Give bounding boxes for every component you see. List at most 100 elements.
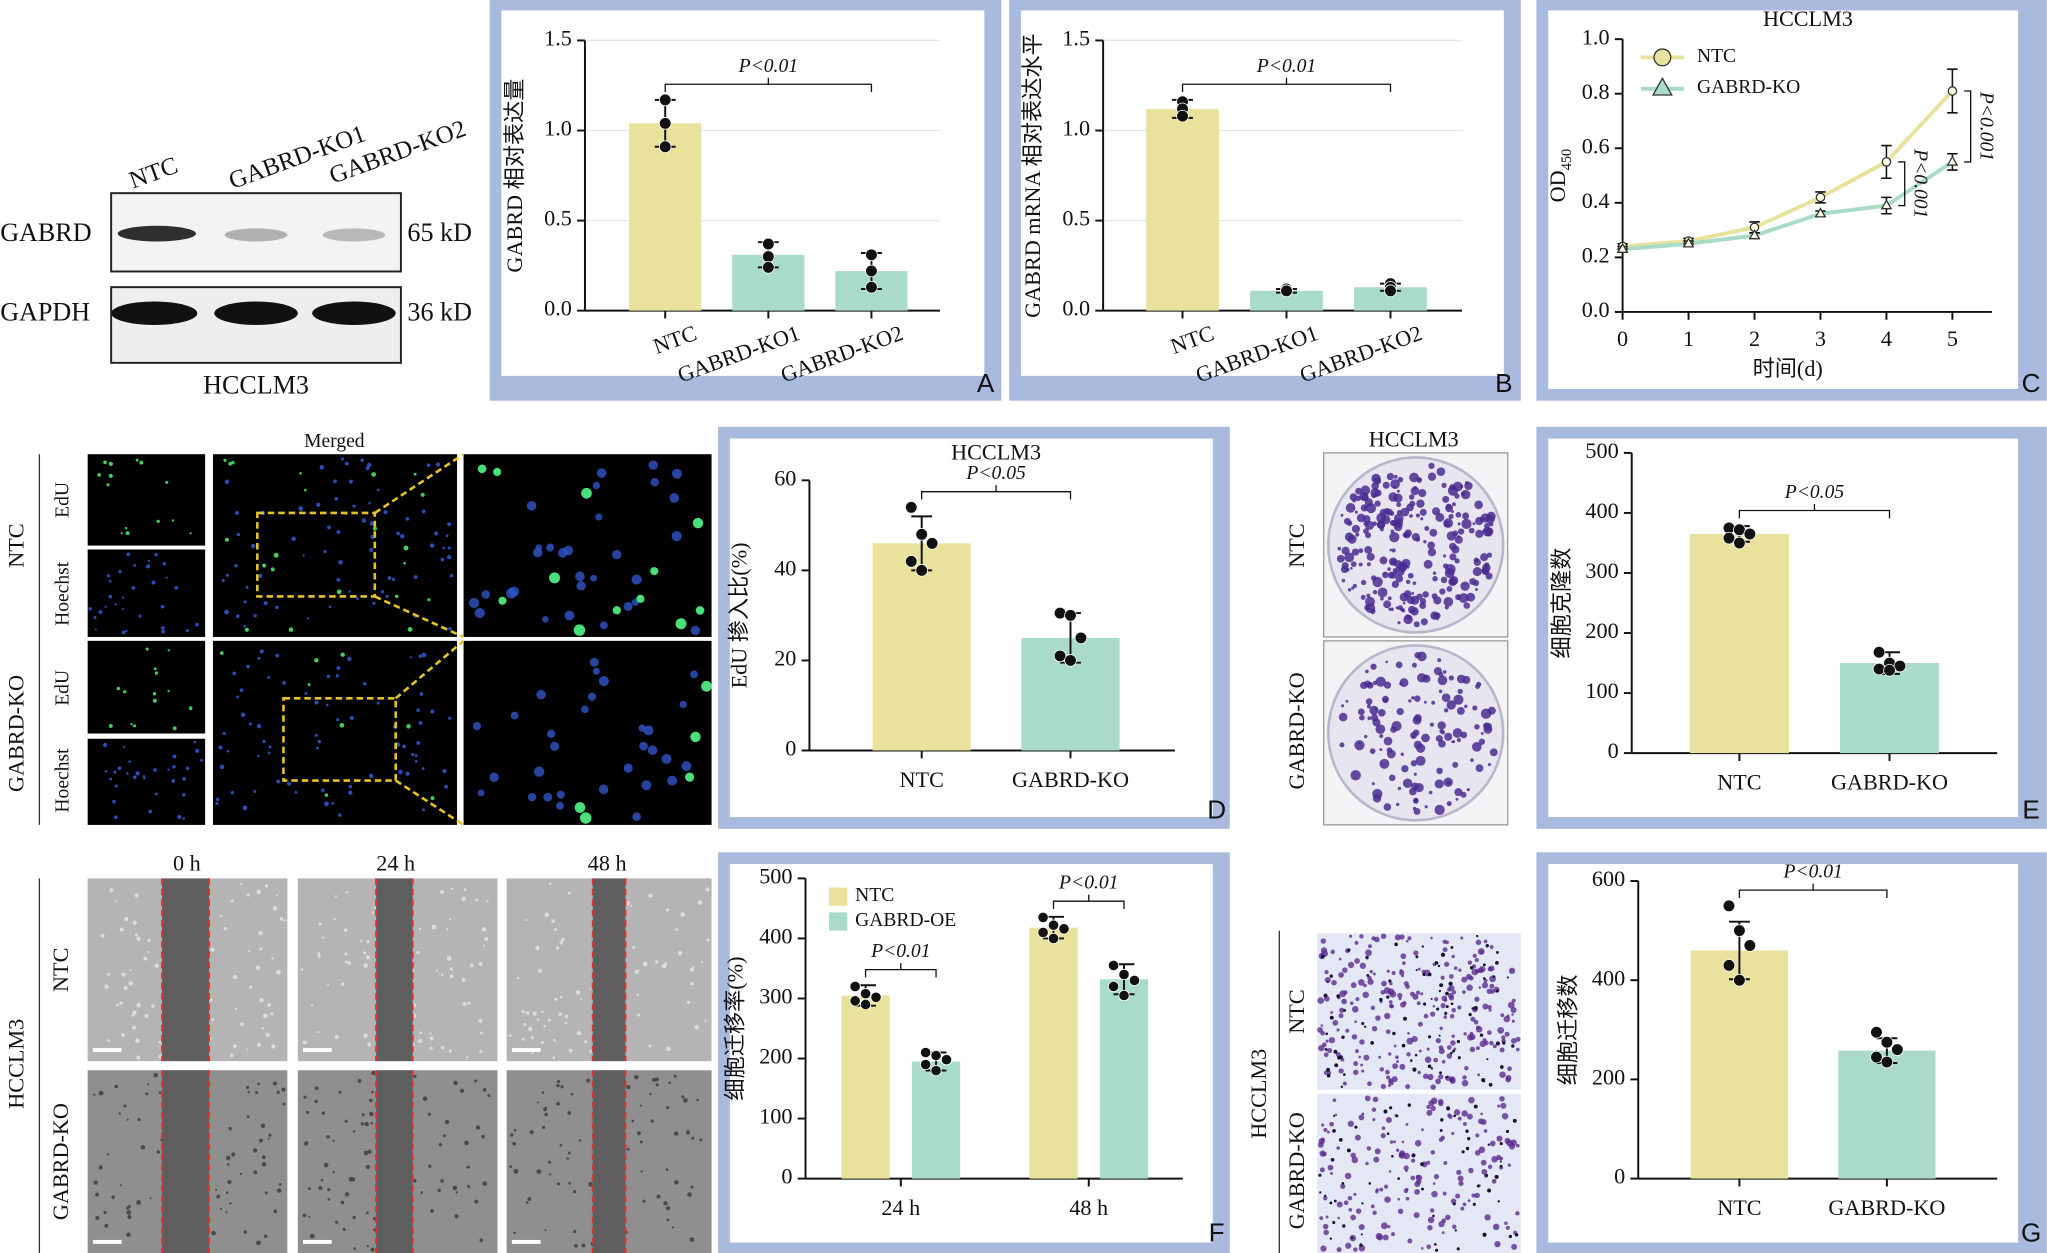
cell-dot xyxy=(135,458,139,462)
texture-dot xyxy=(364,1121,369,1127)
nucleus xyxy=(650,477,659,487)
cell-dot xyxy=(1400,953,1407,960)
cell-dot xyxy=(317,739,322,744)
cell-dot xyxy=(128,760,131,764)
x-tick-label: 24 h xyxy=(881,1195,920,1220)
group-label: NTC xyxy=(1284,989,1309,1033)
texture-dot xyxy=(671,1226,674,1229)
cell-dot xyxy=(1383,1184,1389,1189)
cell-dot xyxy=(1452,990,1457,995)
cell-dot xyxy=(1478,1146,1486,1154)
cell-dot xyxy=(236,695,240,699)
pore-dot xyxy=(1329,974,1333,978)
cell-dot xyxy=(1476,1046,1480,1051)
cell-dot xyxy=(372,526,378,531)
y-tick-label: 100 xyxy=(759,1104,792,1129)
panel-letter: C xyxy=(2022,368,2041,398)
pore-dot xyxy=(1432,1214,1435,1218)
cell-dot xyxy=(1505,1074,1512,1081)
colony xyxy=(1411,696,1415,700)
texture-dot xyxy=(229,1202,232,1205)
texture-dot xyxy=(271,957,274,960)
nucleus xyxy=(533,766,545,777)
cell-dot xyxy=(405,771,410,776)
pore-dot xyxy=(1354,1125,1358,1129)
cell-dot xyxy=(383,510,388,515)
cell-dot xyxy=(1393,1140,1397,1144)
colony xyxy=(1440,576,1448,584)
y-tick-label: 0.8 xyxy=(1582,79,1610,104)
cell-dot xyxy=(1345,1242,1352,1249)
texture-dot xyxy=(226,1155,231,1161)
cell-dot xyxy=(1379,1187,1384,1192)
colony xyxy=(1428,462,1435,469)
cell-dot xyxy=(1324,970,1329,975)
cell-dot xyxy=(348,790,353,795)
blot-band xyxy=(224,228,288,242)
colony xyxy=(1448,675,1454,681)
texture-dot xyxy=(575,990,581,995)
data-point xyxy=(904,555,918,568)
cell-dot xyxy=(1423,1013,1429,1019)
colony xyxy=(1366,704,1371,709)
texture-dot xyxy=(247,1090,250,1094)
texture-dot xyxy=(209,998,213,1002)
cell-dot xyxy=(1426,1047,1430,1051)
cell-dot xyxy=(1320,1024,1324,1027)
pore-dot xyxy=(1412,1067,1417,1072)
cell-dot xyxy=(1467,1034,1474,1041)
cell-dot xyxy=(148,809,153,814)
colony xyxy=(1427,541,1435,550)
colony xyxy=(1401,765,1409,773)
texture-dot xyxy=(685,1130,691,1135)
pore-dot xyxy=(1350,1236,1354,1240)
colony xyxy=(1443,597,1454,607)
pore-dot xyxy=(1473,1104,1478,1109)
cell-dot xyxy=(1515,1047,1520,1052)
data-point xyxy=(1037,926,1049,939)
colony xyxy=(1418,489,1427,498)
cell-dot xyxy=(427,598,431,602)
cell-dot xyxy=(1446,1053,1453,1059)
pore-dot xyxy=(1341,1035,1345,1039)
colony xyxy=(1462,512,1470,520)
pore-dot xyxy=(1346,1148,1351,1153)
cell-dot xyxy=(1510,1139,1517,1146)
cell-dot xyxy=(270,567,275,572)
texture-dot xyxy=(692,966,695,969)
y-tick-label: 200 xyxy=(759,1044,792,1069)
scale-bar xyxy=(511,1239,541,1244)
cell-dot xyxy=(109,777,113,781)
y-tick-label: 500 xyxy=(759,863,792,888)
texture-dot xyxy=(344,1192,350,1197)
texture-dot xyxy=(243,1230,248,1234)
data-point xyxy=(1722,959,1736,972)
nucleus xyxy=(563,545,574,556)
panel-letter: G xyxy=(2021,1218,2041,1248)
pore-dot xyxy=(1370,1041,1374,1045)
y-tick-label: 60 xyxy=(774,465,796,490)
cell-dot xyxy=(447,522,452,527)
cell-dot xyxy=(219,764,225,770)
texture-dot xyxy=(429,1036,434,1041)
cell-dot xyxy=(145,647,149,651)
cell-dot xyxy=(1457,1175,1464,1182)
texture-dot xyxy=(240,883,243,886)
cell-dot xyxy=(376,488,380,492)
zoom-line xyxy=(394,779,465,826)
cell-dot xyxy=(1477,967,1484,974)
nucleus xyxy=(587,692,597,701)
data-point xyxy=(1880,1035,1894,1049)
pore-dot xyxy=(1342,1224,1346,1228)
cell-dot xyxy=(1440,1135,1445,1141)
nucleus xyxy=(536,689,546,700)
cell-dot xyxy=(156,519,160,523)
cell-dot xyxy=(1482,1003,1489,1010)
texture-dot xyxy=(253,1170,258,1175)
bar xyxy=(1690,950,1789,1179)
colony xyxy=(1429,722,1434,727)
cell-dot xyxy=(1362,991,1369,999)
bar xyxy=(629,123,702,311)
cell-dot xyxy=(1339,1007,1345,1013)
data-point xyxy=(1722,531,1736,545)
